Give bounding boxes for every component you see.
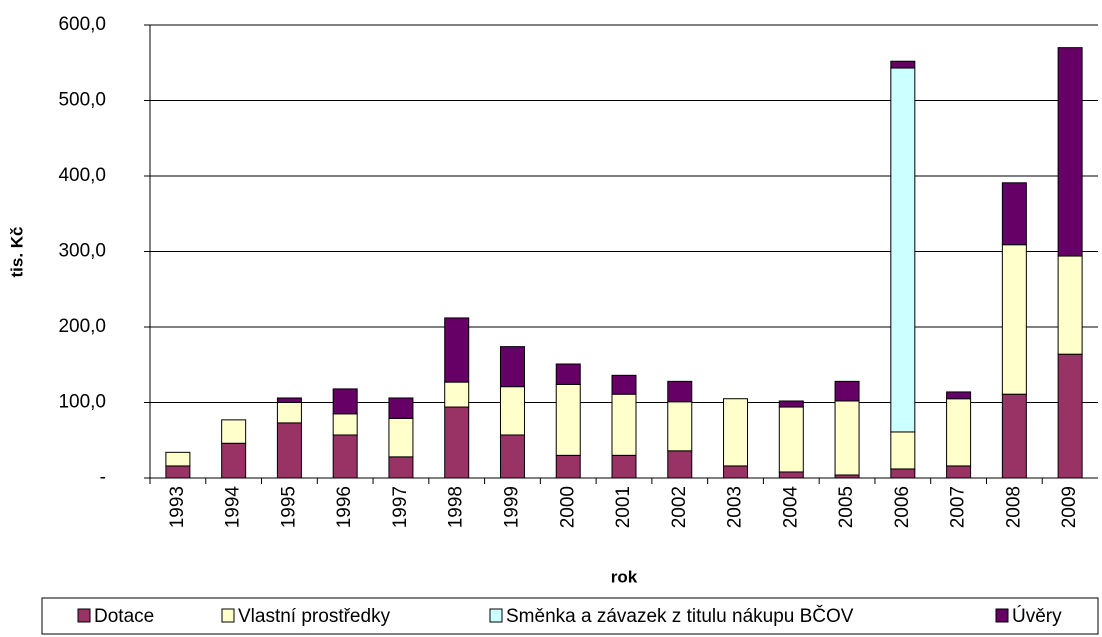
x-tick-label: 2004 xyxy=(780,486,801,529)
legend-swatch xyxy=(221,608,235,623)
x-tick-label: 1999 xyxy=(501,486,522,528)
bar-segment xyxy=(611,393,637,456)
bar-segment xyxy=(444,406,470,479)
bar-segment xyxy=(332,388,358,415)
bar-segment xyxy=(165,451,191,467)
bar-segment xyxy=(276,402,302,424)
bar-segment xyxy=(723,398,749,467)
legend-label: Směnka a závazek z titulu nákupu BČOV xyxy=(506,605,854,627)
x-tick-label: 2006 xyxy=(892,486,913,528)
bar-segment xyxy=(667,401,693,452)
bar-segment xyxy=(1001,393,1027,479)
y-tick-label: 600,0 xyxy=(58,14,106,35)
y-tick-label: - xyxy=(100,467,106,488)
bar-segment xyxy=(499,346,525,388)
x-tick-label: 2008 xyxy=(1003,486,1024,528)
legend-swatch xyxy=(489,608,503,623)
bar-segment xyxy=(388,397,414,419)
x-tick-label: 1998 xyxy=(446,486,467,528)
bar-segment xyxy=(499,386,525,436)
y-tick-label: 300,0 xyxy=(58,241,106,262)
x-tick-label: 1996 xyxy=(334,486,355,528)
x-tick-label: 1994 xyxy=(223,486,244,529)
bar-segment xyxy=(611,454,637,479)
bar-segment xyxy=(834,400,860,476)
bar-segment xyxy=(946,465,972,479)
legend-label: Úvěry xyxy=(1012,605,1062,627)
y-tick-label: 200,0 xyxy=(58,316,106,337)
x-tick-label: 2002 xyxy=(669,486,690,528)
x-tick-label: 2001 xyxy=(613,486,634,528)
bar-segment xyxy=(165,465,191,479)
x-tick-label: 1997 xyxy=(390,486,411,528)
legend-swatch xyxy=(77,608,91,623)
bar-segment xyxy=(890,67,916,433)
bar-segment xyxy=(890,468,916,479)
bar-segment xyxy=(555,363,581,385)
bar-segment xyxy=(611,374,637,395)
bar-segment xyxy=(221,419,247,444)
x-tick-label: 2000 xyxy=(557,486,578,528)
bar-segment xyxy=(834,380,860,402)
bar-segment xyxy=(221,442,247,479)
x-tick-label: 2007 xyxy=(948,486,969,528)
bar-segment xyxy=(276,422,302,479)
bar-segment xyxy=(1057,255,1083,355)
bar-segment xyxy=(1057,353,1083,479)
bar-segment xyxy=(890,431,916,470)
x-tick-label: 2003 xyxy=(725,486,746,528)
bar-segment xyxy=(890,60,916,69)
x-tick-label: 2009 xyxy=(1059,486,1080,528)
bar-segment xyxy=(332,413,358,436)
bar-segment xyxy=(499,434,525,479)
y-tick-label: 400,0 xyxy=(58,165,106,186)
bar-segment xyxy=(332,434,358,479)
bar-segment xyxy=(946,391,972,400)
x-axis-label: rok xyxy=(611,567,638,586)
bar-segment xyxy=(667,450,693,479)
legend-label: Dotace xyxy=(94,606,154,627)
bar-segment xyxy=(723,465,749,479)
bar-segment xyxy=(778,406,804,473)
x-tick-label: 2005 xyxy=(836,486,857,528)
bar-segment xyxy=(778,400,804,408)
bar-segment xyxy=(555,454,581,479)
bar-segment xyxy=(388,417,414,458)
bar-segment xyxy=(667,380,693,403)
x-tick-label: 1995 xyxy=(278,486,299,528)
y-axis-label: tis. Kč xyxy=(7,226,26,277)
bar-segment xyxy=(555,383,581,456)
y-tick-label: 500,0 xyxy=(58,90,106,111)
bar-segment xyxy=(778,471,804,479)
bar-segment xyxy=(1001,244,1027,395)
bar-segment xyxy=(444,381,470,408)
bar-segment xyxy=(388,456,414,479)
legend-swatch xyxy=(995,608,1009,623)
legend-box xyxy=(41,597,1099,635)
bar-segment xyxy=(276,397,302,404)
bar-segment xyxy=(946,398,972,467)
legend-label: Vlastní prostředky xyxy=(238,606,391,627)
bar-segment xyxy=(1057,47,1083,257)
x-tick-label: 1993 xyxy=(167,486,188,528)
bar-segment xyxy=(444,317,470,383)
bar-segment xyxy=(1001,182,1027,246)
y-tick-label: 100,0 xyxy=(58,392,106,413)
